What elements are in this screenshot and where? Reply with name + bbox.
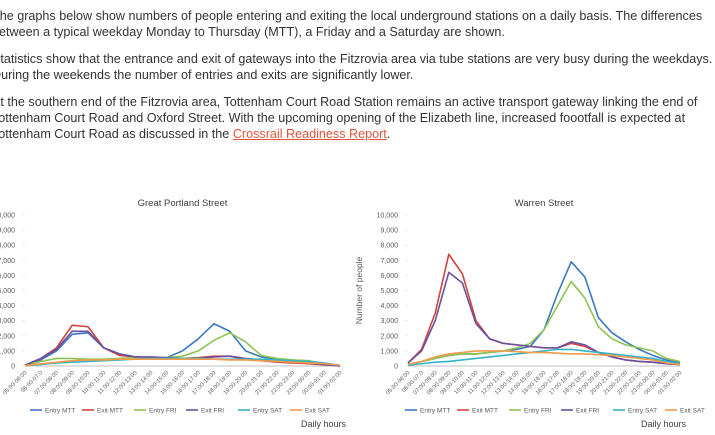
y-tick-label: 10,000 bbox=[0, 213, 15, 220]
series-line bbox=[407, 261, 681, 366]
y-tick-label: 3,000 bbox=[0, 318, 15, 325]
document: The graphs below show numbers of people … bbox=[0, 8, 715, 153]
series-line bbox=[407, 271, 681, 366]
y-tick-label: 9,000 bbox=[380, 228, 398, 235]
legend-label: Exit SAT bbox=[305, 408, 330, 415]
legend-label: Entry FRI bbox=[524, 408, 552, 415]
paragraph: At the southern end of the Fitzrovia are… bbox=[0, 94, 715, 143]
y-tick-label: 8,000 bbox=[380, 243, 398, 250]
y-tick-label: 5,000 bbox=[380, 288, 398, 295]
y-tick-label: 0 bbox=[394, 364, 398, 371]
x-axis-label: Daily hours bbox=[641, 419, 687, 429]
x-axis-label: Daily hours bbox=[301, 419, 347, 429]
y-tick-label: 0 bbox=[11, 364, 15, 371]
paragraph: Statistics show that the entrance and ex… bbox=[0, 51, 713, 83]
y-axis-label: Number of people bbox=[354, 256, 364, 324]
series-line bbox=[24, 358, 341, 367]
y-tick-label: 3,000 bbox=[380, 318, 398, 325]
paragraph: The graphs below show numbers of people … bbox=[0, 9, 703, 40]
legend-label: Entry SAT bbox=[253, 408, 282, 415]
series-line bbox=[407, 280, 681, 366]
legend-label: Exit SAT bbox=[680, 408, 705, 415]
y-tick-label: 2,000 bbox=[380, 333, 398, 340]
series-line bbox=[407, 350, 681, 366]
y-tick-label: 7,000 bbox=[0, 258, 15, 265]
legend-label: Exit FRI bbox=[201, 408, 224, 415]
paragraph-text: At the southern end of the Fitzrovia are… bbox=[0, 94, 698, 142]
y-tick-label: 9,000 bbox=[0, 228, 15, 235]
y-tick-label: 4,000 bbox=[0, 303, 15, 310]
y-tick-label: 5,000 bbox=[0, 288, 15, 295]
legend-label: Entry SAT bbox=[628, 408, 657, 415]
chart-title: Warren Street bbox=[515, 198, 574, 209]
paragraph-end: . bbox=[386, 127, 391, 142]
y-tick-label: 6,000 bbox=[0, 273, 15, 280]
report-link[interactable]: Crossrail Readiness Report bbox=[232, 127, 387, 142]
legend-label: Entry MTT bbox=[45, 408, 75, 415]
y-tick-label: 1,000 bbox=[380, 348, 398, 355]
chart-title: Great Portland Street bbox=[138, 198, 228, 209]
series-line bbox=[24, 331, 341, 367]
legend-label: Exit MTT bbox=[97, 408, 123, 415]
y-tick-label: 1,000 bbox=[0, 348, 15, 355]
legend-label: Exit MTT bbox=[472, 408, 498, 415]
legend-label: Exit FRI bbox=[576, 408, 599, 415]
legend-label: Entry FRI bbox=[149, 408, 177, 415]
y-tick-label: 8,000 bbox=[0, 243, 15, 250]
y-tick-label: 4,000 bbox=[380, 303, 398, 310]
y-tick-label: 10,000 bbox=[377, 213, 399, 220]
y-tick-label: 2,000 bbox=[0, 333, 15, 340]
y-tick-label: 6,000 bbox=[380, 273, 398, 280]
series-line bbox=[407, 348, 681, 367]
y-tick-label: 7,000 bbox=[380, 258, 398, 265]
legend-label: Entry MTT bbox=[420, 408, 450, 415]
